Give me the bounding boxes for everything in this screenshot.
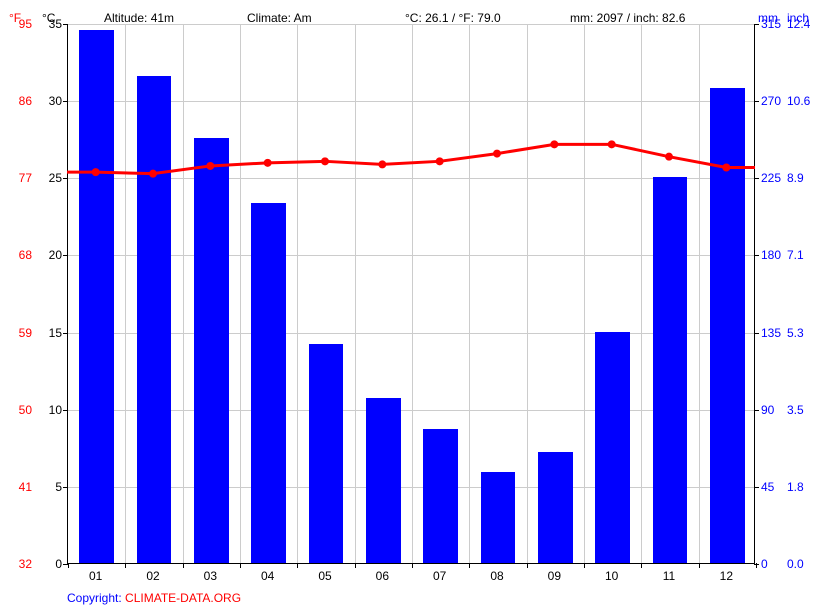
gridline-v [183,24,184,564]
tick-bottom [756,563,757,568]
tick-bottom [183,563,184,568]
info-precip: mm: 2097 / inch: 82.6 [570,11,685,25]
tick-left [63,178,68,179]
tick-right [754,487,759,488]
axis-label-f: 41 [2,480,32,494]
axis-label-c: 15 [32,326,62,340]
tick-right [754,101,759,102]
tick-bottom [125,563,126,568]
axis-label-month: 01 [76,569,116,583]
gridline-v [355,24,356,564]
gridline-v [412,24,413,564]
tick-bottom [584,563,585,568]
axis-label-inch: 10.6 [787,94,815,108]
axis-label-month: 02 [133,569,173,583]
axis-label-month: 12 [706,569,746,583]
tick-right [754,333,759,334]
precip-bar [251,203,285,563]
tick-right [754,178,759,179]
axis-label-f: 86 [2,94,32,108]
tick-bottom [355,563,356,568]
axis-label-month: 06 [362,569,402,583]
axis-label-c: 0 [32,557,62,571]
info-altitude: Altitude: 41m [104,11,174,25]
copyright-label: Copyright: [67,591,122,605]
tick-bottom [641,563,642,568]
axis-label-f: 68 [2,248,32,262]
precip-bar [194,138,228,563]
axis-label-inch: 5.3 [787,326,815,340]
tick-bottom [412,563,413,568]
axis-label-f: 50 [2,403,32,417]
axis-label-month: 07 [420,569,460,583]
precip-bar [137,76,171,563]
tick-bottom [469,563,470,568]
axis-label-f: 59 [2,326,32,340]
precip-bar [710,88,744,563]
gridline-v [699,24,700,564]
tick-right [754,255,759,256]
axis-label-inch: 1.8 [787,480,815,494]
gridline-v [125,24,126,564]
tick-bottom [297,563,298,568]
axis-label-month: 11 [649,569,689,583]
tick-right [754,410,759,411]
precip-bar [538,452,572,563]
tick-left [63,24,68,25]
gridline-v [469,24,470,564]
axis-label-inch: 0.0 [787,557,815,571]
axis-label-f: 32 [2,557,32,571]
axis-label-month: 09 [534,569,574,583]
tick-bottom [527,563,528,568]
copyright-link: CLIMATE-DATA.ORG [125,591,241,605]
axis-label-f: 95 [2,17,32,31]
tick-left [63,333,68,334]
tick-left [63,410,68,411]
axis-label-c: 20 [32,248,62,262]
precip-bar [653,177,687,563]
axis-label-inch: 8.9 [787,171,815,185]
axis-label-c: 35 [32,17,62,31]
axis-label-month: 03 [190,569,230,583]
info-temp: °C: 26.1 / °F: 79.0 [405,11,501,25]
tick-bottom [240,563,241,568]
gridline-v [527,24,528,564]
tick-bottom [68,563,69,568]
axis-label-inch: 7.1 [787,248,815,262]
axis-label-month: 05 [305,569,345,583]
axis-label-month: 04 [248,569,288,583]
chart-container [67,24,755,564]
info-climate: Climate: Am [247,11,312,25]
precip-bar [595,332,629,563]
axis-label-month: 08 [477,569,517,583]
gridline-v [584,24,585,564]
copyright: Copyright: CLIMATE-DATA.ORG [67,591,241,605]
gridline-v [297,24,298,564]
tick-left [63,255,68,256]
axis-label-f: 77 [2,171,32,185]
plot-area [67,24,755,564]
gridline-v [240,24,241,564]
axis-label-inch: 12.4 [787,17,815,31]
tick-bottom [699,563,700,568]
axis-label-c: 10 [32,403,62,417]
axis-label-inch: 3.5 [787,403,815,417]
precip-bar [366,398,400,563]
axis-label-c: 25 [32,171,62,185]
precip-bar [309,344,343,563]
axis-label-c: 5 [32,480,62,494]
precip-bar [481,472,515,563]
tick-left [63,487,68,488]
axis-label-month: 10 [592,569,632,583]
precip-bar [79,30,113,563]
precip-bar [423,429,457,563]
gridline-v [641,24,642,564]
tick-left [63,101,68,102]
axis-label-c: 30 [32,94,62,108]
